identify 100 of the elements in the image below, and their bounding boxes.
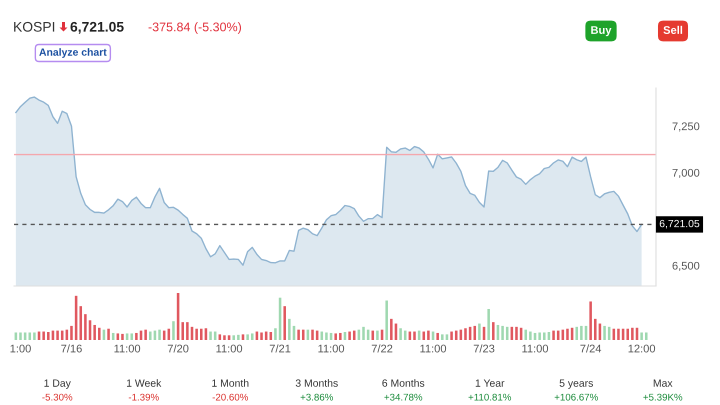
text: 1 Week (126, 379, 162, 387)
bar (186, 322, 189, 340)
bar (408, 332, 412, 340)
bar (242, 334, 244, 340)
bar (154, 330, 156, 340)
bar (66, 330, 68, 340)
bar (52, 330, 54, 340)
bar (112, 332, 114, 340)
bar (460, 330, 462, 340)
bar (260, 332, 263, 340)
text: 1 Year (476, 380, 504, 387)
bar (14, 332, 18, 340)
x-tick-label: 7/23 (474, 344, 494, 352)
bar (292, 326, 296, 340)
bar (70, 326, 73, 340)
bar (264, 332, 268, 340)
bar (413, 332, 416, 340)
text: Sell (663, 26, 682, 34)
text: Analyze chart (39, 48, 107, 58)
x-tick-label: 7/24 (580, 344, 602, 352)
bar (506, 326, 508, 340)
bar (218, 334, 222, 340)
bar (478, 324, 481, 340)
bar (510, 326, 514, 340)
bar (297, 330, 300, 340)
bar (330, 332, 332, 340)
bar (28, 332, 32, 340)
bar (250, 333, 254, 340)
bar (441, 334, 444, 340)
bar (204, 328, 208, 340)
text: 6 Months (382, 379, 424, 387)
bar (278, 298, 282, 340)
bar (176, 293, 180, 340)
bar (283, 306, 286, 340)
x-tick-label: 11:00 (216, 344, 242, 352)
bar (640, 332, 643, 340)
bar (232, 335, 235, 340)
x-tick-label: 7/16 (61, 344, 82, 352)
bar (454, 330, 458, 340)
text: -375.84 (-5.30%) (148, 22, 242, 34)
bar (144, 330, 147, 340)
bar (644, 332, 648, 340)
bar (612, 328, 616, 340)
bar (126, 333, 128, 340)
text: 3 Months (296, 379, 338, 387)
bar (214, 332, 216, 340)
bar (418, 330, 420, 340)
bar (436, 332, 439, 340)
bar (316, 330, 318, 340)
bar (482, 326, 486, 340)
x-tick-label: 11:00 (318, 344, 344, 352)
bar (162, 330, 166, 340)
bar (548, 332, 550, 340)
text: -1.39% (128, 394, 159, 401)
x-tick-label: 7/22 (372, 344, 392, 352)
bar (246, 334, 249, 340)
bar (107, 328, 110, 340)
bar (422, 332, 426, 340)
bar (274, 328, 277, 340)
bar (534, 332, 536, 340)
bar (348, 332, 351, 340)
text: +5.39K% (643, 394, 682, 401)
x-tick-label: 7/20 (168, 344, 188, 352)
text: +3.86% (300, 394, 334, 401)
bar (84, 314, 87, 340)
bar (93, 324, 96, 340)
bar (237, 334, 240, 340)
y-tick-label: 6,500 (672, 262, 700, 271)
bar (385, 300, 388, 340)
ref-line-label: 6,721.05 (660, 220, 700, 228)
bar (200, 328, 203, 340)
bar (529, 332, 532, 340)
bar (556, 330, 560, 340)
bar (306, 330, 310, 340)
bar (584, 326, 588, 340)
bar (538, 332, 541, 340)
text: -5.30% (42, 394, 72, 401)
bar (172, 321, 175, 340)
bar (589, 301, 592, 340)
bar (446, 334, 448, 340)
bar (121, 334, 124, 340)
bar (140, 330, 142, 340)
text: 6,721.05 (70, 22, 124, 34)
bar (496, 324, 500, 340)
bar (492, 322, 495, 340)
bar (339, 332, 342, 340)
bar (372, 330, 374, 340)
text: Buy (591, 26, 612, 36)
bar (394, 324, 398, 340)
bar (158, 330, 161, 340)
bar (223, 335, 226, 340)
bar (380, 330, 384, 340)
bar (228, 335, 230, 340)
bar (524, 330, 528, 340)
bar (358, 330, 360, 340)
bar (473, 326, 476, 340)
bar (102, 330, 106, 340)
bar (570, 328, 574, 340)
bar (79, 306, 82, 340)
bar (468, 326, 472, 340)
